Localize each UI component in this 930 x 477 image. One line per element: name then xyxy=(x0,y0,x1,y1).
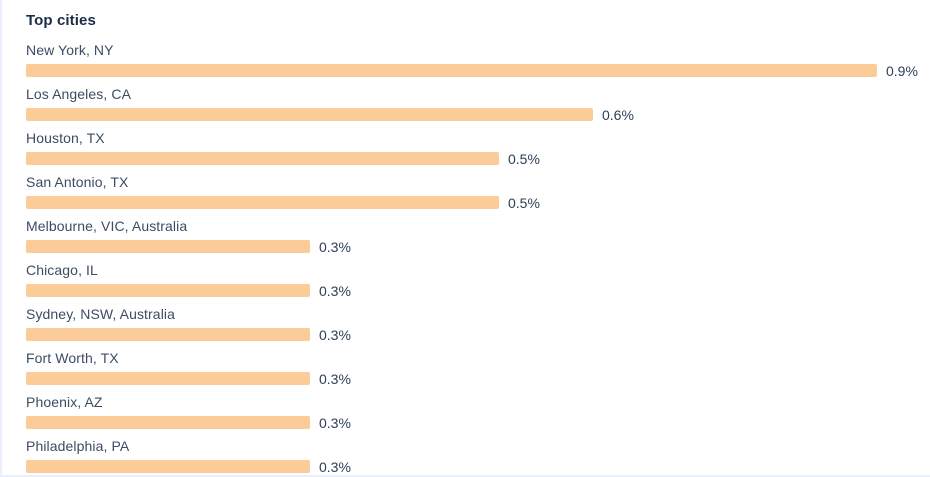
bar-line: 0.3% xyxy=(26,326,906,343)
value-label: 0.5% xyxy=(508,150,540,167)
category-label: Philadelphia, PA xyxy=(26,438,130,454)
bar-line: 0.9% xyxy=(26,63,918,79)
bar-row: San Antonio, TX 0.5% xyxy=(26,174,906,211)
category-label: San Antonio, TX xyxy=(26,174,129,190)
category-label: New York, NY xyxy=(26,42,114,58)
bar-fill[interactable] xyxy=(26,284,310,297)
category-label: Los Angeles, CA xyxy=(26,86,132,102)
panel-title: Top cities xyxy=(26,12,96,29)
bar-fill[interactable] xyxy=(26,64,877,77)
bar-rows: New York, NY 0.9% Los Angeles, CA 0.6% H… xyxy=(26,42,918,475)
bar-fill[interactable] xyxy=(26,108,593,121)
category-label: Fort Worth, TX xyxy=(26,350,119,366)
bar-line: 0.3% xyxy=(26,370,906,387)
bar-row: Melbourne, VIC, Australia 0.3% xyxy=(26,218,906,255)
category-label: Phoenix, AZ xyxy=(26,394,103,410)
bar-line: 0.3% xyxy=(26,238,906,255)
bar-row: Los Angeles, CA 0.6% xyxy=(26,86,906,123)
bar-line: 0.3% xyxy=(26,414,906,431)
bar-row: Houston, TX 0.5% xyxy=(26,130,906,167)
bar-line: 0.3% xyxy=(26,458,906,475)
value-label: 0.3% xyxy=(319,238,351,255)
value-label: 0.3% xyxy=(319,282,351,299)
value-label: 0.6% xyxy=(602,106,634,123)
category-label: Sydney, NSW, Australia xyxy=(26,306,176,322)
bar-fill[interactable] xyxy=(26,460,310,473)
category-label: Chicago, IL xyxy=(26,262,98,278)
bar-row: Fort Worth, TX 0.3% xyxy=(26,350,906,387)
value-label: 0.5% xyxy=(508,194,540,211)
bar-line: 0.5% xyxy=(26,194,906,211)
value-label: 0.9% xyxy=(886,62,918,79)
bar-fill[interactable] xyxy=(26,152,499,165)
bar-fill[interactable] xyxy=(26,372,310,385)
value-label: 0.3% xyxy=(319,326,351,343)
bar-row: New York, NY 0.9% xyxy=(26,42,918,79)
bar-fill[interactable] xyxy=(26,240,310,253)
bar-line: 0.3% xyxy=(26,282,906,299)
category-label: Houston, TX xyxy=(26,130,105,146)
category-label: Melbourne, VIC, Australia xyxy=(26,218,188,234)
bar-line: 0.6% xyxy=(26,106,906,123)
bar-row: Chicago, IL 0.3% xyxy=(26,262,906,299)
bar-fill[interactable] xyxy=(26,416,310,429)
value-label: 0.3% xyxy=(319,370,351,387)
bar-row: Philadelphia, PA 0.3% xyxy=(26,438,906,475)
bar-row: Sydney, NSW, Australia 0.3% xyxy=(26,306,906,343)
value-label: 0.3% xyxy=(319,414,351,431)
bar-fill[interactable] xyxy=(26,328,310,341)
bar-row: Phoenix, AZ 0.3% xyxy=(26,394,906,431)
bar-line: 0.5% xyxy=(26,150,906,167)
value-label: 0.3% xyxy=(319,458,351,475)
bar-fill[interactable] xyxy=(26,196,499,209)
